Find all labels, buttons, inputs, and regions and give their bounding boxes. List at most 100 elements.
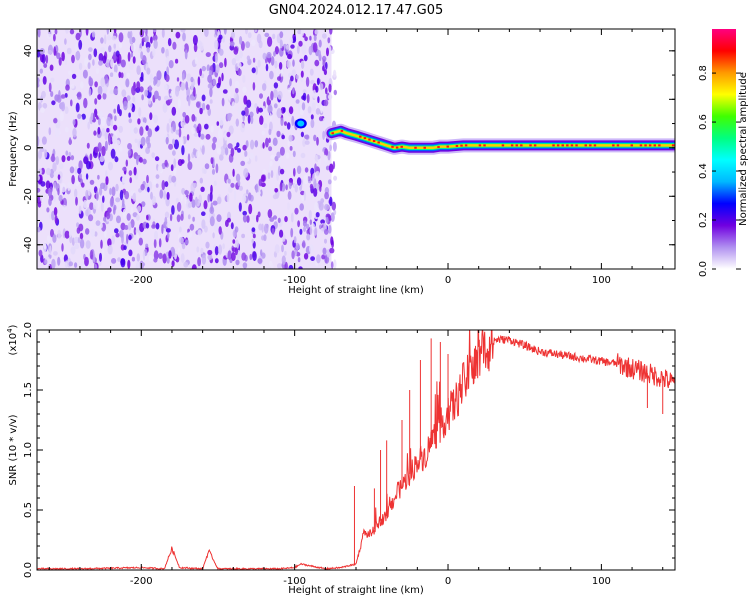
noise-blob: [272, 194, 278, 200]
noise-blob: [215, 64, 220, 74]
noise-blob: [146, 174, 149, 184]
noise-blob: [286, 122, 291, 130]
noise-blob: [201, 145, 205, 155]
noise-blob: [262, 105, 266, 112]
noise-blob: [119, 189, 124, 201]
noise-blob: [109, 187, 112, 195]
noise-blob: [159, 189, 164, 199]
noise-blob: [150, 36, 153, 44]
noise-blob: [176, 214, 181, 223]
noise-blob: [162, 103, 168, 113]
noise-blob: [75, 32, 81, 41]
noise-blob: [136, 232, 139, 242]
noise-blob: [293, 236, 297, 244]
noise-blob: [287, 202, 290, 210]
noise-blob: [74, 188, 78, 198]
noise-blob: [66, 47, 72, 55]
noise-blob: [151, 224, 156, 229]
noise-blob: [254, 222, 258, 232]
noise-blob: [290, 227, 294, 238]
noise-blob: [300, 70, 304, 78]
noise-blob: [177, 247, 181, 253]
noise-blob: [269, 70, 274, 80]
noise-blob: [219, 117, 224, 126]
noise-blob: [197, 40, 203, 49]
noise-blob: [62, 204, 67, 211]
noise-blob: [155, 183, 159, 188]
noise-blob: [262, 169, 267, 175]
noise-blob: [318, 202, 324, 211]
noise-blob: [78, 205, 82, 215]
noise-blob: [327, 37, 331, 44]
noise-blob: [129, 177, 132, 184]
noise-blob: [165, 74, 170, 82]
noise-blob: [69, 166, 75, 174]
noise-blob: [200, 186, 205, 192]
noise-blob: [289, 146, 293, 151]
noise-blob: [193, 182, 198, 188]
noise-blob: [233, 92, 237, 99]
snr-multiplier-base: (x10: [8, 333, 19, 356]
noise-blob: [53, 46, 56, 56]
x-tick-label: 100: [592, 576, 611, 587]
noise-blob: [304, 140, 310, 145]
snr-x-axis: -200 -100 0 100: [48, 330, 664, 587]
noise-blob: [139, 262, 146, 267]
noise-blob: [168, 118, 172, 124]
noise-blob: [100, 116, 106, 127]
noise-blob: [122, 208, 127, 219]
noise-blob: [211, 142, 216, 151]
noise-blob: [222, 243, 225, 250]
noise-blob: [122, 175, 127, 183]
noise-blob: [104, 140, 108, 151]
noise-blob: [270, 263, 274, 269]
noise-blob: [148, 85, 152, 93]
noise-blob: [187, 231, 193, 238]
noise-blob: [58, 194, 63, 202]
noise-blob: [130, 43, 136, 52]
noise-blob: [81, 182, 85, 188]
snr-multiplier-close: ): [8, 324, 19, 328]
noise-blob: [314, 163, 317, 172]
snr-y-axis: 0.0 0.5 1.0 1.5 2.0: [23, 322, 675, 578]
noise-blob: [142, 158, 147, 165]
noise-blob: [227, 143, 233, 149]
noise-blob: [73, 236, 79, 244]
noise-blob: [45, 167, 51, 176]
noise-blob: [106, 116, 112, 127]
noise-blob: [123, 100, 128, 111]
noise-blob: [203, 200, 208, 210]
noise-blob: [114, 115, 117, 122]
noise-blob: [43, 63, 48, 68]
noise-blob: [120, 59, 126, 68]
noise-blob: [164, 84, 168, 91]
noise-blob: [164, 216, 168, 226]
noise-blob: [263, 234, 267, 242]
noise-blob: [181, 44, 185, 51]
noise-blob: [149, 112, 153, 121]
noise-blob: [238, 202, 242, 212]
noise-blob: [186, 73, 191, 82]
noise-blob: [193, 87, 196, 97]
noise-blob: [214, 53, 218, 63]
colorbar: 0.0 0.2 0.4 0.6 0.8 Normalized spectral ampl…: [698, 29, 749, 277]
noise-blob: [234, 54, 240, 62]
noise-blob: [140, 136, 146, 147]
noise-blob: [265, 63, 269, 72]
noise-blob: [136, 81, 141, 90]
noise-blob: [254, 29, 258, 33]
y-tick-label: 1.0: [23, 442, 34, 458]
noise-blob: [291, 250, 295, 260]
noise-blob: [79, 81, 84, 89]
noise-blob: [283, 29, 287, 36]
noise-blob: [246, 189, 249, 195]
noise-blob: [216, 147, 222, 155]
noise-blob: [177, 98, 181, 109]
noise-blob: [48, 127, 52, 136]
noise-blob: [204, 123, 209, 130]
noise-blob: [106, 29, 109, 35]
noise-blob: [166, 256, 170, 264]
noise-blob: [184, 115, 190, 124]
noise-blob: [327, 94, 333, 100]
